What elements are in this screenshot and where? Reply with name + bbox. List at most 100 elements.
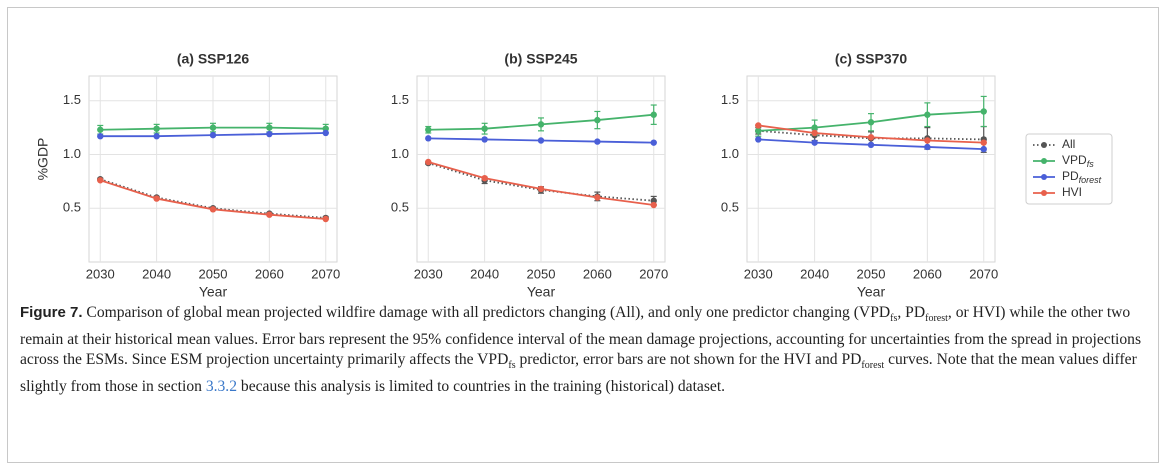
y-tick-label: 1.0 <box>63 146 81 161</box>
marker <box>980 139 987 146</box>
legend-box <box>1025 133 1113 205</box>
caption: Figure 7. Comparison of global mean proj… <box>20 303 1150 397</box>
marker <box>537 137 545 144</box>
marker <box>650 139 657 146</box>
legend-marker <box>1041 174 1047 180</box>
legend-label: VPDfs <box>1062 153 1094 169</box>
caption-sub: forest <box>861 360 885 372</box>
x-axis-label: Year <box>199 284 228 300</box>
caption-label: Figure 7. <box>20 304 83 321</box>
legend-subscript: forest <box>1079 175 1102 185</box>
legend-name: VPD <box>1062 153 1087 167</box>
marker <box>209 131 217 139</box>
caption-sub: fs <box>890 313 898 325</box>
y-tick-label: 1.5 <box>391 92 409 107</box>
y-tick-label: 1.5 <box>63 92 81 107</box>
charts: (a) SSP126 0.5 1.0 1.5 2030 2040 2050 2060 2070 Y… <box>35 51 1113 300</box>
marker <box>481 174 488 182</box>
figure-frame <box>7 7 1159 463</box>
caption-text: , or HVI) while the other two remain at … <box>20 304 1142 369</box>
marker <box>867 141 875 149</box>
x-tick-label: 2040 <box>800 266 829 281</box>
y-axis-label: %GDP <box>35 138 51 181</box>
marker <box>266 124 273 131</box>
chart-title: (b) SSP245 <box>504 51 577 67</box>
x-tick-label: 2040 <box>142 266 171 281</box>
x-tick-label: 2050 <box>857 266 886 281</box>
marker <box>153 195 160 202</box>
legend-label: HVI <box>1062 185 1082 199</box>
x-tick-label: 2030 <box>414 266 443 281</box>
marker <box>594 138 601 145</box>
x-tick-label: 2030 <box>86 266 115 281</box>
legend-label: All <box>1062 137 1075 151</box>
marker <box>153 133 160 140</box>
x-tick-label: 2050 <box>199 266 228 281</box>
x-tick-label: 2060 <box>913 266 942 281</box>
marker <box>924 111 931 118</box>
x-tick-label: 2060 <box>583 266 612 281</box>
caption-text: , PD <box>897 304 926 321</box>
marker <box>153 125 160 132</box>
marker <box>266 130 273 138</box>
marker <box>537 121 545 128</box>
marker <box>209 206 217 213</box>
y-tick-label: 0.5 <box>63 200 81 215</box>
caption-text: Comparison of global mean projected wild… <box>82 304 891 321</box>
legend-marker <box>1041 142 1047 148</box>
legend-label: PDforest <box>1062 169 1102 185</box>
marker <box>924 137 931 144</box>
marker <box>425 135 432 142</box>
x-tick-label: 2050 <box>527 266 556 281</box>
y-tick-label: 1.0 <box>391 146 409 161</box>
marker <box>811 124 818 131</box>
x-tick-label: 2030 <box>744 266 773 281</box>
legend-marker <box>1041 190 1047 196</box>
x-tick-label: 2070 <box>311 266 340 281</box>
chart-title: (c) SSP370 <box>835 51 908 67</box>
marker <box>97 133 104 140</box>
marker <box>322 215 329 223</box>
y-tick-label: 0.5 <box>721 200 739 215</box>
chart-title: (a) SSP126 <box>177 51 250 67</box>
legend-name: All <box>1062 137 1075 151</box>
legend-subscript: fs <box>1087 159 1095 169</box>
marker <box>481 136 488 143</box>
marker <box>97 126 104 133</box>
marker <box>755 122 762 129</box>
x-tick-label: 2040 <box>470 266 499 281</box>
x-tick-label: 2070 <box>969 266 998 281</box>
legend-name: PD <box>1062 169 1079 183</box>
x-tick-label: 2060 <box>255 266 284 281</box>
marker <box>755 136 762 143</box>
marker <box>209 124 217 131</box>
marker <box>650 111 657 118</box>
marker <box>650 201 657 209</box>
marker <box>594 194 601 201</box>
marker <box>811 129 818 137</box>
marker <box>266 211 273 218</box>
caption-text: because this analysis is limited to coun… <box>237 377 726 395</box>
marker <box>980 108 987 115</box>
marker <box>537 185 545 193</box>
marker <box>594 116 601 124</box>
marker <box>425 126 432 133</box>
marker <box>322 129 329 137</box>
marker <box>867 134 875 141</box>
marker <box>811 139 818 146</box>
section-link[interactable]: 3.3.2 <box>205 377 237 395</box>
x-tick-label: 2070 <box>639 266 668 281</box>
y-tick-label: 0.5 <box>391 200 409 215</box>
marker <box>867 119 875 126</box>
marker <box>755 127 762 135</box>
caption-text: curves. Note that the mean values differ… <box>20 351 1137 395</box>
marker <box>481 125 488 132</box>
caption-text: predictor, error bars are not shown for … <box>515 351 862 369</box>
y-tick-label: 1.5 <box>721 92 739 107</box>
x-axis-label: Year <box>857 284 886 300</box>
x-axis-label: Year <box>527 284 556 300</box>
y-tick-label: 1.0 <box>721 146 739 161</box>
marker <box>425 158 432 166</box>
marker <box>97 177 104 184</box>
